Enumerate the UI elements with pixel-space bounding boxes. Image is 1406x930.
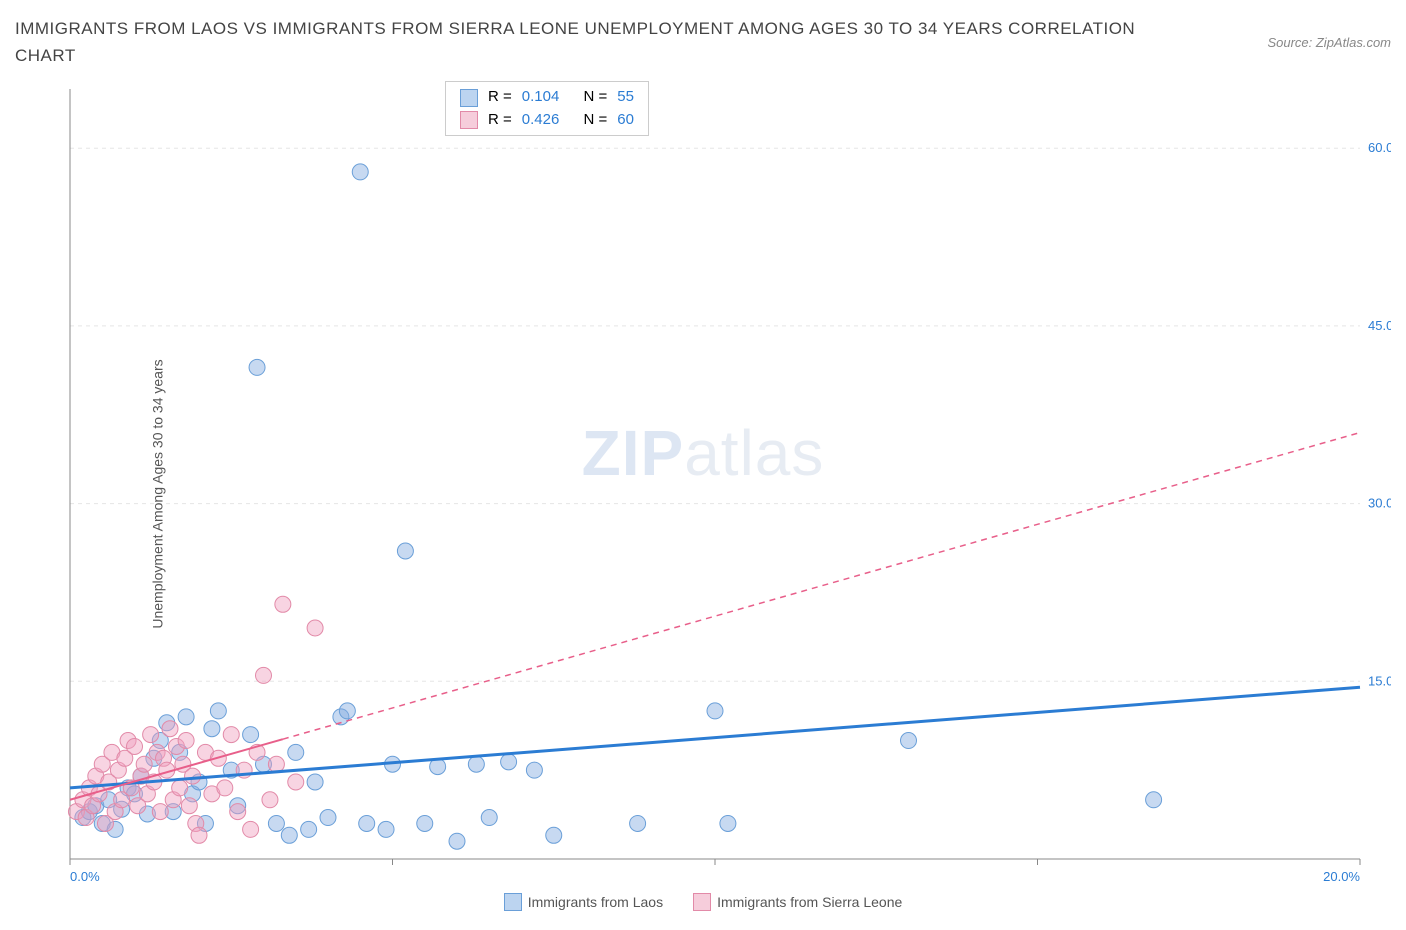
legend-label-sierra: Immigrants from Sierra Leone bbox=[717, 894, 902, 910]
svg-text:20.0%: 20.0% bbox=[1323, 869, 1360, 884]
swatch-laos bbox=[460, 89, 478, 107]
stats-row-sierra: R = 0.426 N = 60 bbox=[460, 109, 634, 132]
legend-label-laos: Immigrants from Laos bbox=[528, 894, 663, 910]
svg-text:45.0%: 45.0% bbox=[1368, 318, 1391, 333]
chart-title: IMMIGRANTS FROM LAOS VS IMMIGRANTS FROM … bbox=[15, 15, 1165, 69]
stats-legend: R = 0.104 N = 55 R = 0.426 N = 60 bbox=[445, 81, 649, 136]
scatter-plot: 15.0% 30.0% 45.0% 60.0% 0.0% 20.0% bbox=[15, 79, 1391, 889]
y-axis-label: Unemployment Among Ages 30 to 34 years bbox=[150, 360, 166, 629]
svg-text:60.0%: 60.0% bbox=[1368, 141, 1391, 156]
stats-row-laos: R = 0.104 N = 55 bbox=[460, 86, 634, 109]
svg-text:15.0%: 15.0% bbox=[1368, 674, 1391, 689]
legend-swatch-sierra bbox=[693, 893, 711, 911]
bottom-legend: Immigrants from Laos Immigrants from Sie… bbox=[15, 893, 1391, 911]
svg-text:0.0%: 0.0% bbox=[70, 869, 100, 884]
swatch-sierra bbox=[460, 111, 478, 129]
legend-swatch-laos bbox=[504, 893, 522, 911]
source-label: Source: ZipAtlas.com bbox=[1267, 35, 1391, 50]
chart-container: Unemployment Among Ages 30 to 34 years Z… bbox=[15, 79, 1391, 909]
svg-text:30.0%: 30.0% bbox=[1368, 496, 1391, 511]
